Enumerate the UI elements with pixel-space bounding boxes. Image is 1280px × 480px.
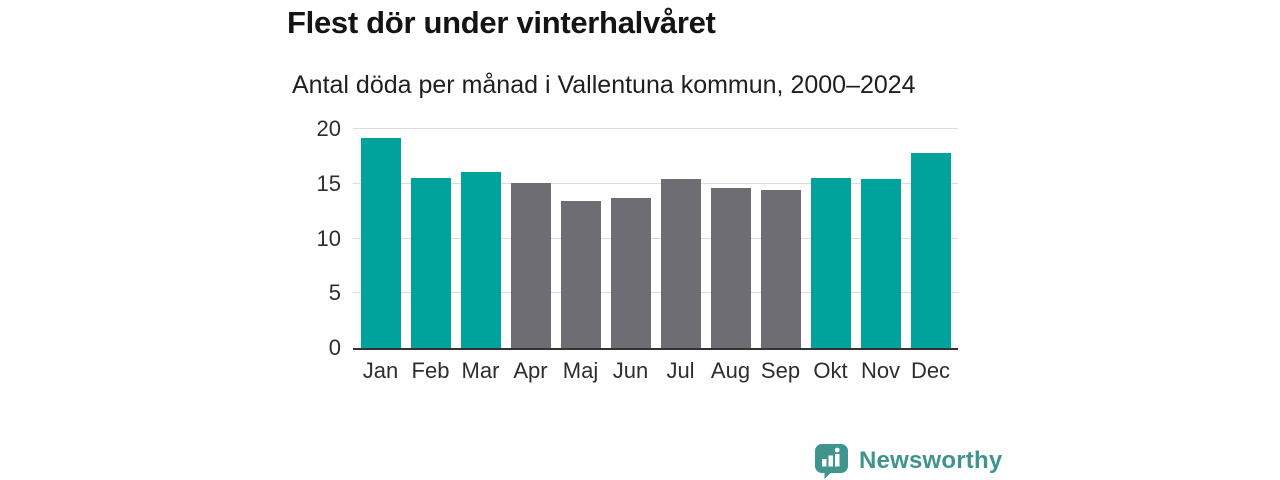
x-tick-label-jan: Jan [362,358,399,383]
x-tick-label-sep: Sep [760,358,801,383]
bar-jan [360,137,401,348]
bar-jul [660,179,701,348]
bars-group [353,129,958,348]
x-tick-label-aug: Aug [710,358,751,383]
x-tick-label-mar: Mar [461,358,500,383]
brand-name: Newsworthy [859,446,1003,474]
y-tick-label-10: 10 [316,225,341,251]
bar-nov [860,179,901,348]
newsworthy-logo-icon [815,444,848,479]
y-tick-label-0: 0 [328,335,341,360]
brand-footer: Newsworthy [813,442,1002,479]
y-tick-label-15: 15 [316,170,341,196]
chart-title: Flest dör under vinterhalvåret [287,5,716,40]
x-tick-label-nov: Nov [860,358,901,383]
gridline-10 [353,237,958,239]
bar-aug [710,188,751,348]
plot-area [353,128,958,350]
x-tick-label-jun: Jun [612,358,649,383]
x-tick-label-feb: Feb [411,358,450,383]
x-tick-label-maj: Maj [562,358,599,383]
gridline-20 [353,128,958,129]
bar-sep [760,190,801,348]
bar-mar [460,171,501,348]
x-axis: Jan Feb Mar Apr Maj Jun Jul Aug Sep Okt Nov Dec [353,358,958,384]
bar-maj [560,201,601,348]
gridline-5 [353,292,958,294]
x-tick-label-okt: Okt [813,358,848,383]
chart-subtitle: Antal döda per månad i Vallentuna kommun… [292,71,916,99]
gridline-15 [353,182,958,184]
y-tick-label-20: 20 [316,116,341,141]
x-tick-label-apr: Apr [513,358,548,383]
bar-jun [610,198,651,348]
bar-okt [810,178,851,348]
y-tick-label-5: 5 [328,280,341,306]
bar-feb [410,178,451,348]
bar-apr [510,182,551,348]
bar-dec [910,153,951,348]
x-tick-label-jul: Jul [666,358,695,383]
x-tick-label-dec: Dec [910,358,951,383]
y-axis: 0 5 10 15 20 [280,116,341,360]
